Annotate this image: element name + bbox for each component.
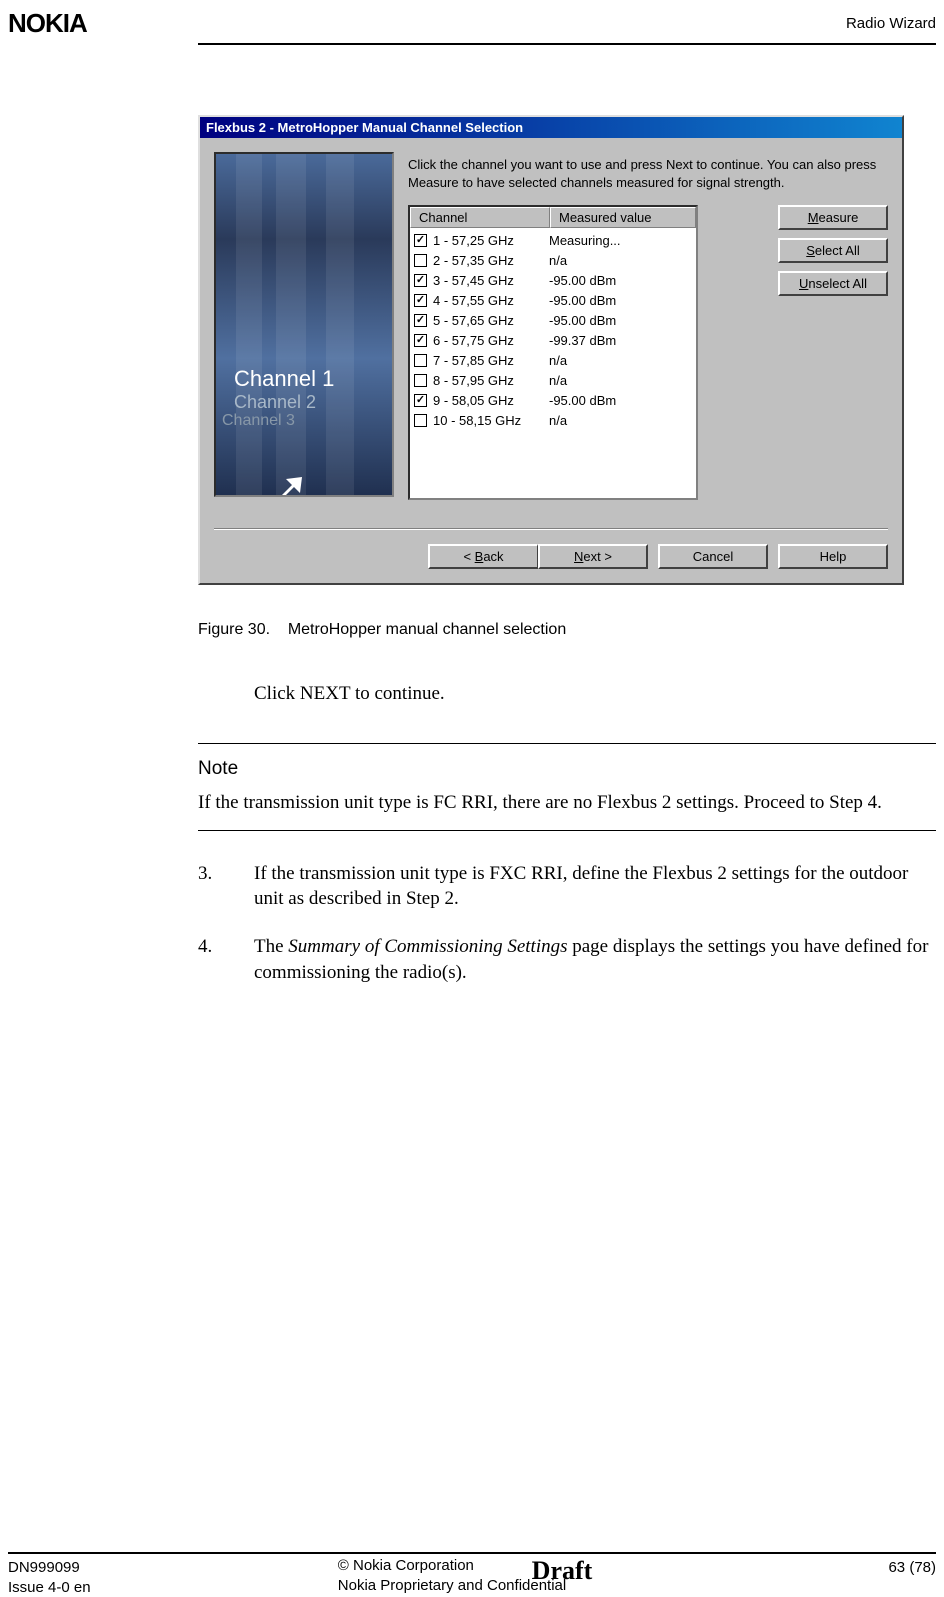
channel-checkbox[interactable] bbox=[414, 254, 427, 267]
channel-row[interactable]: 5 - 57,65 GHz-95.00 dBm bbox=[410, 310, 696, 330]
measured-value: Measuring... bbox=[549, 233, 692, 248]
step-item: 3. If the transmission unit type is FXC … bbox=[198, 861, 936, 912]
measured-value: n/a bbox=[549, 373, 692, 388]
measured-value: -95.00 dBm bbox=[549, 293, 692, 308]
channel-row[interactable]: 8 - 57,95 GHzn/a bbox=[410, 370, 696, 390]
column-header-channel[interactable]: Channel bbox=[410, 207, 550, 228]
dialog-titlebar: Flexbus 2 - MetroHopper Manual Channel S… bbox=[200, 117, 902, 138]
click-next-text: Click NEXT to continue. bbox=[254, 683, 936, 705]
measured-value: n/a bbox=[549, 253, 692, 268]
channel-label: 9 - 58,05 GHz bbox=[433, 393, 549, 408]
channel-label: 10 - 58,15 GHz bbox=[433, 413, 549, 428]
footer-rule bbox=[8, 1552, 936, 1554]
measured-value: -99.37 dBm bbox=[549, 333, 692, 348]
wizard-image-label-1: Channel 1 bbox=[234, 366, 334, 392]
cancel-button[interactable]: Cancel bbox=[658, 544, 768, 569]
channel-label: 4 - 57,55 GHz bbox=[433, 293, 549, 308]
header-section-title: Radio Wizard bbox=[846, 15, 936, 32]
step-text: The Summary of Commissioning Settings pa… bbox=[254, 934, 936, 985]
wizard-image-label-2: Channel 2 bbox=[234, 392, 316, 413]
dialog-instruction: Click the channel you want to use and pr… bbox=[408, 156, 888, 191]
header-rule bbox=[198, 43, 936, 45]
measured-value: n/a bbox=[549, 353, 692, 368]
channel-listbox[interactable]: Channel Measured value 1 - 57,25 GHzMeas… bbox=[408, 205, 698, 500]
column-header-value[interactable]: Measured value bbox=[550, 207, 696, 228]
channel-row[interactable]: 4 - 57,55 GHz-95.00 dBm bbox=[410, 290, 696, 310]
measured-value: -95.00 dBm bbox=[549, 273, 692, 288]
channel-row[interactable]: 9 - 58,05 GHz-95.00 dBm bbox=[410, 390, 696, 410]
footer-draft: Draft bbox=[532, 1556, 593, 1586]
channel-row[interactable]: 7 - 57,85 GHzn/a bbox=[410, 350, 696, 370]
measured-value: n/a bbox=[549, 413, 692, 428]
channel-label: 6 - 57,75 GHz bbox=[433, 333, 549, 348]
wizard-image-label-3: Channel 3 bbox=[222, 412, 295, 430]
figure-title: MetroHopper manual channel selection bbox=[288, 621, 566, 638]
listbox-header: Channel Measured value bbox=[410, 207, 696, 228]
next-button[interactable]: Next > bbox=[538, 544, 648, 569]
help-button[interactable]: Help bbox=[778, 544, 888, 569]
note-rule-top bbox=[198, 743, 936, 744]
select-all-button[interactable]: Select All bbox=[778, 238, 888, 263]
nokia-logo: NOKIA bbox=[8, 8, 87, 39]
note-rule-bottom bbox=[198, 830, 936, 831]
channel-checkbox[interactable] bbox=[414, 374, 427, 387]
step-number: 4. bbox=[198, 934, 254, 985]
channel-checkbox[interactable] bbox=[414, 314, 427, 327]
dialog-window: Flexbus 2 - MetroHopper Manual Channel S… bbox=[198, 115, 904, 585]
channel-row[interactable]: 10 - 58,15 GHzn/a bbox=[410, 410, 696, 430]
channel-checkbox[interactable] bbox=[414, 234, 427, 247]
wizard-nav-row: < Back Next > Cancel Help bbox=[200, 530, 902, 583]
step-number: 3. bbox=[198, 861, 254, 912]
note-body: If the transmission unit type is FC RRI,… bbox=[198, 790, 936, 816]
channel-label: 5 - 57,65 GHz bbox=[433, 313, 549, 328]
screenshot-figure: Flexbus 2 - MetroHopper Manual Channel S… bbox=[198, 115, 936, 585]
channel-checkbox[interactable] bbox=[414, 274, 427, 287]
step-item: 4. The Summary of Commissioning Settings… bbox=[198, 934, 936, 985]
channel-label: 3 - 57,45 GHz bbox=[433, 273, 549, 288]
figure-number: Figure 30. bbox=[198, 621, 270, 638]
channel-row[interactable]: 2 - 57,35 GHzn/a bbox=[410, 250, 696, 270]
unselect-all-button[interactable]: Unselect All bbox=[778, 271, 888, 296]
step-text: If the transmission unit type is FXC RRI… bbox=[254, 861, 936, 912]
channel-checkbox[interactable] bbox=[414, 334, 427, 347]
channel-checkbox[interactable] bbox=[414, 354, 427, 367]
figure-caption: Figure 30. MetroHopper manual channel se… bbox=[198, 621, 936, 639]
channel-row[interactable]: 3 - 57,45 GHz-95.00 dBm bbox=[410, 270, 696, 290]
back-button[interactable]: < Back bbox=[428, 544, 538, 569]
wizard-sidebar-image: Channel 1 Channel 2 Channel 3 bbox=[214, 152, 394, 497]
document-footer: DN999099 Issue 4-0 en © Nokia Corporatio… bbox=[8, 1552, 936, 1597]
channel-label: 7 - 57,85 GHz bbox=[433, 353, 549, 368]
channel-label: 2 - 57,35 GHz bbox=[433, 253, 549, 268]
measure-button[interactable]: Measure bbox=[778, 205, 888, 230]
measured-value: -95.00 dBm bbox=[549, 313, 692, 328]
channel-row[interactable]: 6 - 57,75 GHz-99.37 dBm bbox=[410, 330, 696, 350]
channel-checkbox[interactable] bbox=[414, 414, 427, 427]
channel-label: 8 - 57,95 GHz bbox=[433, 373, 549, 388]
channel-label: 1 - 57,25 GHz bbox=[433, 233, 549, 248]
measured-value: -95.00 dBm bbox=[549, 393, 692, 408]
channel-row[interactable]: 1 - 57,25 GHzMeasuring... bbox=[410, 230, 696, 250]
document-header: NOKIA Radio Wizard bbox=[8, 0, 936, 43]
steps-list: 3. If the transmission unit type is FXC … bbox=[198, 861, 936, 986]
note-block: Note If the transmission unit type is FC… bbox=[198, 743, 936, 831]
note-title: Note bbox=[198, 758, 936, 780]
channel-checkbox[interactable] bbox=[414, 394, 427, 407]
channel-checkbox[interactable] bbox=[414, 294, 427, 307]
